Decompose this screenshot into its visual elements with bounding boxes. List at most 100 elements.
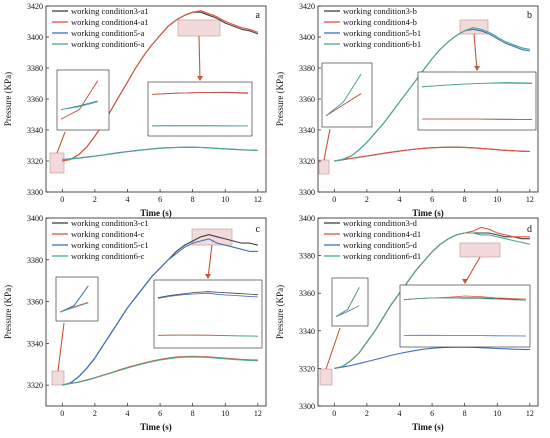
inset-series-line-4	[421, 82, 533, 88]
legend-label: working condition6-b1	[343, 39, 421, 49]
inset-plot-left	[321, 62, 373, 128]
zoom-region-highlight	[191, 228, 233, 246]
zoom-arrow	[473, 33, 478, 71]
inset-series-line-1	[157, 291, 259, 298]
inset-series-line-2	[151, 91, 249, 95]
inset-plot-left	[56, 69, 110, 131]
x-tick-label: 10	[493, 409, 501, 418]
zoom-arrow-head	[197, 76, 203, 81]
x-tick-label: 4	[397, 195, 401, 204]
zoom-arrow	[57, 322, 65, 372]
legend-label: working condition4-b	[343, 17, 417, 27]
zoom-region-highlight	[51, 370, 65, 386]
x-tick-label: 2	[365, 409, 369, 418]
legend-label: working condition4-d1	[343, 229, 421, 239]
zoom-arrow	[198, 35, 201, 81]
x-tick-label: 10	[221, 409, 229, 418]
panel-label: c	[256, 224, 261, 235]
y-tick-label: 3320	[299, 157, 315, 166]
inset-plot-right	[153, 279, 263, 349]
inset-plot-left	[331, 277, 369, 327]
y-tick-label: 3360	[299, 289, 315, 298]
legend-label: working condition6-c	[71, 251, 145, 261]
y-tick-label: 3400	[27, 33, 43, 42]
chart-panel-a: 0 2 4 6 8 10 12 3300 3320 3340 3360 3380 3400 3420 Tim…	[3, 2, 267, 218]
y-tick-label: 3420	[27, 2, 43, 11]
inset-series-line-4	[403, 297, 527, 301]
series-line-4	[62, 356, 258, 386]
zoom-region-highlight	[177, 19, 221, 37]
inset-series-line-3	[403, 334, 527, 337]
inset-series-line-4	[325, 73, 362, 117]
x-tick-label: 0	[332, 195, 336, 204]
x-tick-label: 6	[430, 409, 434, 418]
legend-label: working condition4-c	[71, 229, 145, 239]
legend-label: working condition5-c1	[71, 240, 149, 250]
x-tick-label: 4	[125, 195, 129, 204]
legend-label: working condition3-c1	[71, 218, 149, 228]
inset-frame	[417, 71, 537, 131]
y-axis-label: Pressure (KPa)	[275, 72, 285, 126]
x-tick-label: 8	[191, 409, 195, 418]
x-tick-label: 12	[254, 409, 262, 418]
inset-plot-right	[147, 81, 253, 137]
inset-frame	[321, 62, 373, 128]
y-tick-label: 3380	[299, 252, 315, 261]
chart-panel-d: 0 2 4 6 8 10 12 3300 3320 3340 3360 3380 3400 Time (s…	[275, 214, 539, 432]
y-tick-label: 3360	[27, 298, 43, 307]
y-axis-label: Pressure (KPa)	[275, 285, 285, 339]
x-tick-label: 0	[60, 195, 64, 204]
x-tick-label: 4	[397, 409, 401, 418]
y-tick-label: 3340	[27, 339, 43, 348]
zoom-arrow-head	[462, 279, 468, 284]
x-tick-label: 6	[430, 195, 434, 204]
zoom-region-highlight	[459, 242, 501, 258]
y-tick-label: 3380	[27, 64, 43, 73]
x-tick-label: 4	[125, 409, 129, 418]
legend-label: working condition3-b	[343, 6, 417, 16]
series-line-4	[334, 27, 531, 162]
y-tick-label: 3380	[299, 64, 315, 73]
inset-series-line-3	[335, 305, 360, 317]
x-tick-label: 12	[526, 409, 534, 418]
legend-label: working condition6-d1	[343, 251, 421, 261]
series-line-2	[62, 10, 259, 162]
y-axis-label: Pressure (KPa)	[3, 285, 13, 339]
x-axis-label: Time (s)	[412, 208, 444, 218]
inset-series-line-3	[59, 285, 89, 313]
chart-panel-b: 0 2 4 6 8 10 12 3300 3320 3340 3360 3380 3400 3420 Tim…	[275, 2, 539, 218]
inset-series-line-2	[60, 80, 99, 120]
x-tick-label: 6	[158, 195, 162, 204]
zoom-arrow	[325, 327, 341, 370]
zoom-arrow	[207, 244, 213, 279]
inset-series-line-2	[325, 93, 362, 117]
inset-series-line-4	[335, 287, 360, 317]
x-tick-label: 8	[463, 409, 467, 418]
x-tick-label: 2	[93, 195, 97, 204]
zoom-region-highlight	[318, 159, 330, 175]
y-tick-label: 3320	[299, 364, 315, 373]
zoom-region-highlight	[319, 368, 333, 386]
series-line-4	[62, 146, 258, 160]
legend-label: working condition5-a	[71, 28, 145, 38]
x-axis-label: Time (s)	[140, 422, 172, 432]
legend-label: working condition4-a1	[71, 17, 149, 27]
y-tick-label: 3380	[27, 256, 43, 265]
legend-label: working condition3-d	[343, 218, 418, 228]
chart-panel-c: 0 2 4 6 8 10 12 3320 3340 3360 3380 3400 Time (s) Pre…	[3, 214, 267, 432]
inset-series-line-4	[59, 302, 89, 313]
y-tick-label: 3320	[27, 381, 43, 390]
x-tick-label: 2	[93, 409, 97, 418]
x-tick-label: 12	[254, 195, 262, 204]
panel-label: a	[256, 10, 261, 21]
inset-plot-right	[417, 71, 537, 131]
x-tick-label: 10	[221, 195, 229, 204]
y-tick-label: 3360	[299, 95, 315, 104]
y-tick-label: 3340	[299, 126, 315, 135]
x-tick-label: 0	[332, 409, 336, 418]
y-tick-label: 3400	[299, 214, 315, 223]
y-tick-label: 3340	[299, 327, 315, 336]
legend-label: working condition5-d	[343, 240, 418, 250]
inset-frame	[56, 69, 110, 131]
